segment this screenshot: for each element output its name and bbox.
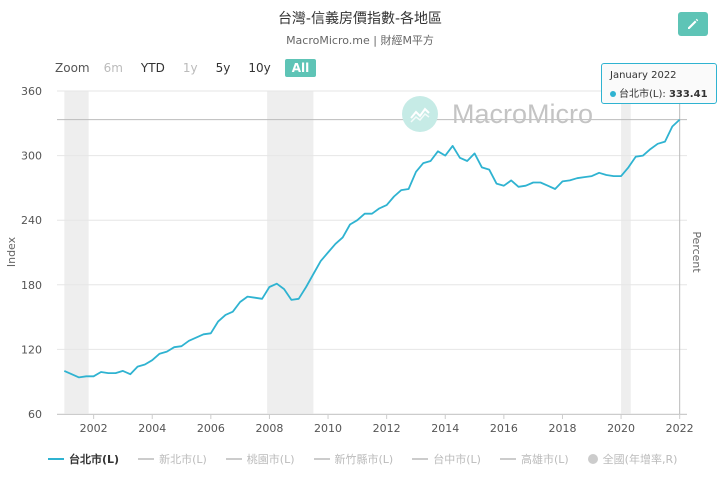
x-tick-label: 2012 [373,422,401,435]
y-tick-label: 300 [21,150,42,163]
legend-item-taipei[interactable]: 台北市(L) [48,451,119,467]
legend-label: 新北市(L) [159,453,207,466]
x-tick-label: 2020 [607,422,635,435]
legend-item-hsinchu[interactable]: 新竹縣市(L) [313,451,394,467]
range-ytd-button[interactable]: YTD [140,61,165,75]
x-tick-label: 2006 [197,422,225,435]
legend-dot-icon [587,454,598,464]
x-tick-label: 2008 [255,422,283,435]
y2-axis-label: Percent [690,231,703,273]
x-tick-label: 2022 [666,422,694,435]
watermark-text: MacroMicro [452,98,594,129]
recession-band [621,91,631,414]
range-5y-button[interactable]: 5y [215,61,231,75]
range-1y-button[interactable]: 1y [182,61,198,75]
chart-subtitle: MacroMicro.me | 財經M平方 [286,34,434,47]
legend-item-national[interactable]: 全國(年增率,R) [587,451,678,467]
y-tick-label: 180 [21,279,42,292]
range-all-button[interactable]: All [284,59,317,77]
legend-label: 台北市(L) [69,453,120,466]
x-tick-label: 2014 [431,422,459,435]
tooltip-marker-icon [610,91,616,97]
line-chart: 60 120 180 240 300 360 2002 2004 2006 2008 2010 201… [5,85,703,435]
tooltip-series: 台北市(L): [619,89,666,100]
y-tick-label: 360 [21,85,42,98]
pencil-icon [688,18,699,29]
y-axis-label: Index [5,236,18,267]
recession-band [267,91,314,414]
edit-button[interactable] [678,12,708,36]
watermark: MacroMicro [402,96,593,132]
range-10y-button[interactable]: 10y [248,61,271,75]
chart-legend: 台北市(L) 新北市(L) 桃園市(L) 新竹縣市(L) 台中市(L) 高雄市(… [48,451,696,467]
legend-item-new-taipei[interactable]: 新北市(L) [138,451,207,467]
zoom-label: Zoom [55,61,90,75]
legend-label: 高雄市(L) [520,453,569,466]
legend-line-icon [138,458,155,460]
legend-line-icon [412,458,429,460]
legend-item-taoyuan[interactable]: 桃園市(L) [225,451,295,467]
legend-item-taichung[interactable]: 台中市(L) [412,451,481,467]
legend-label: 新竹縣市(L) [334,453,394,466]
recession-band [64,91,89,414]
legend-item-kaohsiung[interactable]: 高雄市(L) [499,451,569,467]
range-6m-button[interactable]: 6m [103,61,123,75]
range-selector: Zoom 6m YTD 1y 5y 10y All [55,59,326,77]
x-tick-label: 2016 [490,422,518,435]
legend-label: 全國(年增率,R) [602,453,678,466]
legend-line-icon [225,458,242,460]
tooltip-value: 333.41 [668,89,708,100]
series-line-taipei [63,118,681,379]
y-tick-label: 60 [28,408,42,421]
x-tick-label: 2018 [548,422,576,435]
y-tick-label: 120 [21,343,42,356]
x-tick-label: 2002 [80,422,108,435]
tooltip-row: 台北市(L): 333.41 [610,85,708,100]
y-tick-label: 240 [21,214,42,227]
chart-tooltip: January 2022 台北市(L): 333.41 [601,63,717,104]
legend-line-icon [313,458,330,460]
legend-label: 桃園市(L) [246,453,295,466]
macromicro-logo-icon [402,96,438,132]
legend-line-icon [499,458,516,460]
x-tick-label: 2004 [138,422,166,435]
tooltip-date: January 2022 [610,70,677,81]
chart-title: 台灣-信義房價指數-各地區 [277,11,443,27]
legend-line-icon [48,458,64,460]
legend-label: 台中市(L) [433,453,481,466]
x-tick-label: 2010 [314,422,342,435]
